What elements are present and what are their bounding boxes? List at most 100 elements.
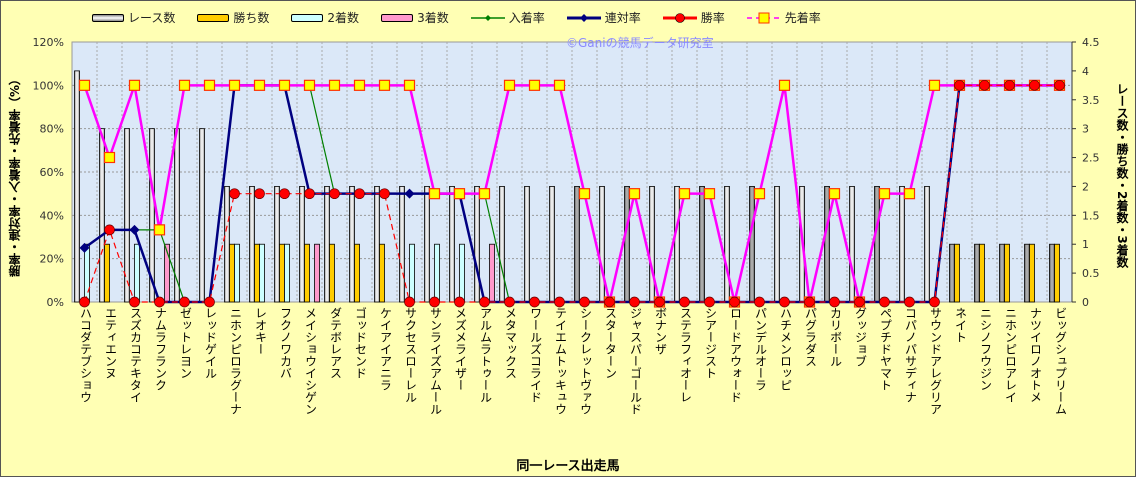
right-tick-label: 1.5 [1082, 209, 1100, 222]
x-tick-label: ボナンザ [653, 307, 668, 355]
win-rate-marker [754, 296, 765, 308]
x-tick-label: メズメライザー [453, 307, 468, 391]
x-tick-label: パグラダス [803, 307, 818, 367]
win-rate-marker [279, 188, 290, 200]
x-tick-label: ロードアウォード [728, 307, 743, 403]
x-tick-label: ナムラフランク [153, 307, 168, 391]
x-tick-label: レッドゲイル [203, 307, 218, 379]
bar-races [574, 186, 580, 303]
bar-second [234, 243, 240, 303]
win-rate-marker [604, 296, 615, 308]
win-rate-marker [679, 296, 690, 308]
x-tick-label: ナツイロノオトメ [1028, 307, 1043, 403]
senchaku-marker [278, 79, 291, 91]
senchaku-marker [128, 79, 141, 91]
win-rate-marker [654, 296, 665, 308]
bar-races [524, 186, 530, 303]
rentai-marker [404, 188, 415, 199]
x-tick-label: ダテボレアス [328, 307, 343, 379]
right-tick-label: 3 [1082, 123, 1089, 136]
senchaku-marker [228, 79, 241, 91]
bar-races [974, 243, 980, 303]
x-tick-label: レオキー [253, 307, 268, 355]
bar-races [399, 186, 405, 303]
x-tick-label: ニシノフウジン [978, 307, 993, 391]
legend-third: 3着数 [381, 9, 449, 26]
senchaku-marker [878, 188, 891, 200]
win-rate-marker [304, 188, 315, 200]
senchaku-marker [378, 79, 391, 91]
bar-wins [329, 243, 335, 303]
x-tick-label: スズカコテキタイ [128, 307, 143, 403]
senchaku-marker [353, 79, 366, 91]
senchaku-marker [78, 79, 91, 91]
bar-wins [954, 243, 960, 303]
bar-wins [104, 243, 110, 303]
senchaku-marker [153, 224, 166, 236]
left-tick-label: 0% [47, 296, 64, 309]
right-tick-label: 3.5 [1082, 94, 1100, 107]
legend-senchaku: 先着率 [746, 9, 821, 26]
win-rate-marker [254, 188, 265, 200]
legend-nyuchaku: 入着率 [470, 9, 545, 26]
bar-races [74, 70, 80, 303]
right-tick-label: 4.5 [1082, 36, 1100, 49]
x-tick-label: アルムラトゥール [478, 307, 493, 403]
x-tick-label: コパノパサディナ [903, 307, 918, 403]
win-rate-marker [79, 296, 90, 308]
right-tick-label: 0 [1082, 296, 1089, 309]
bar-races [124, 128, 130, 303]
x-tick-label: ステラフィオーレ [678, 307, 693, 403]
bar-wins [1029, 243, 1035, 303]
x-tick-label: ニホンピロアレイ [1003, 307, 1018, 403]
bar-races [949, 243, 955, 303]
legend-label: 2着数 [327, 11, 360, 25]
bar-races [99, 128, 105, 303]
races-swatch-icon [92, 13, 124, 22]
win-rate-marker [1029, 79, 1040, 91]
senchaku-marker [703, 188, 716, 200]
x-tick-label: ネイト [953, 307, 968, 343]
bar-races [349, 186, 355, 303]
x-tick-label: ハチメンロッピ [778, 307, 793, 391]
win-rate-marker [579, 296, 590, 308]
x-tick-label: ゴッドセンド [353, 307, 368, 379]
bar-wins [979, 243, 985, 303]
bar-wins [229, 243, 235, 303]
left-tick-label: 120% [33, 36, 64, 49]
bar-second [259, 243, 265, 303]
senchaku-marker [628, 188, 641, 200]
senchaku-marker [428, 188, 441, 200]
legend-label: 3着数 [417, 11, 449, 25]
nyuchaku-line-icon [470, 14, 505, 21]
senchaku-marker [178, 79, 191, 91]
bar-wins [279, 243, 285, 303]
senchaku-marker [103, 151, 116, 164]
rentai-marker [79, 242, 90, 253]
x-tick-label: シークレットヴァウ [578, 307, 593, 415]
bar-races [274, 186, 280, 303]
legend-label: 勝ち数 [233, 11, 270, 25]
win-rate-marker [179, 296, 190, 308]
bar-wins [1054, 243, 1060, 303]
senchaku-marker [903, 188, 916, 200]
x-tick-label: メタマックス [503, 307, 518, 379]
senchaku-marker [578, 188, 591, 200]
senchaku-marker [503, 79, 516, 91]
win-rate-marker [704, 296, 715, 308]
bar-second [459, 243, 465, 303]
bar-races [999, 243, 1005, 303]
left-tick-label: 40% [40, 209, 64, 222]
win-rate-marker [429, 296, 440, 308]
win-rate-marker [929, 296, 940, 308]
bar-wins [304, 243, 310, 303]
senchaku-marker [928, 79, 941, 91]
wins-swatch-icon [197, 13, 230, 22]
left-tick-label: 80% [40, 123, 64, 136]
x-tick-label: パンデルオーラ [753, 307, 768, 391]
win-rate-marker [529, 296, 540, 308]
watermark: ©Ganiの競馬データ研究室 [566, 36, 714, 50]
right-axis-title: レース数・勝ち数・2着数・3着数 [1115, 82, 1129, 268]
win-rate-marker [229, 188, 240, 200]
senchaku-line-icon [746, 12, 781, 23]
